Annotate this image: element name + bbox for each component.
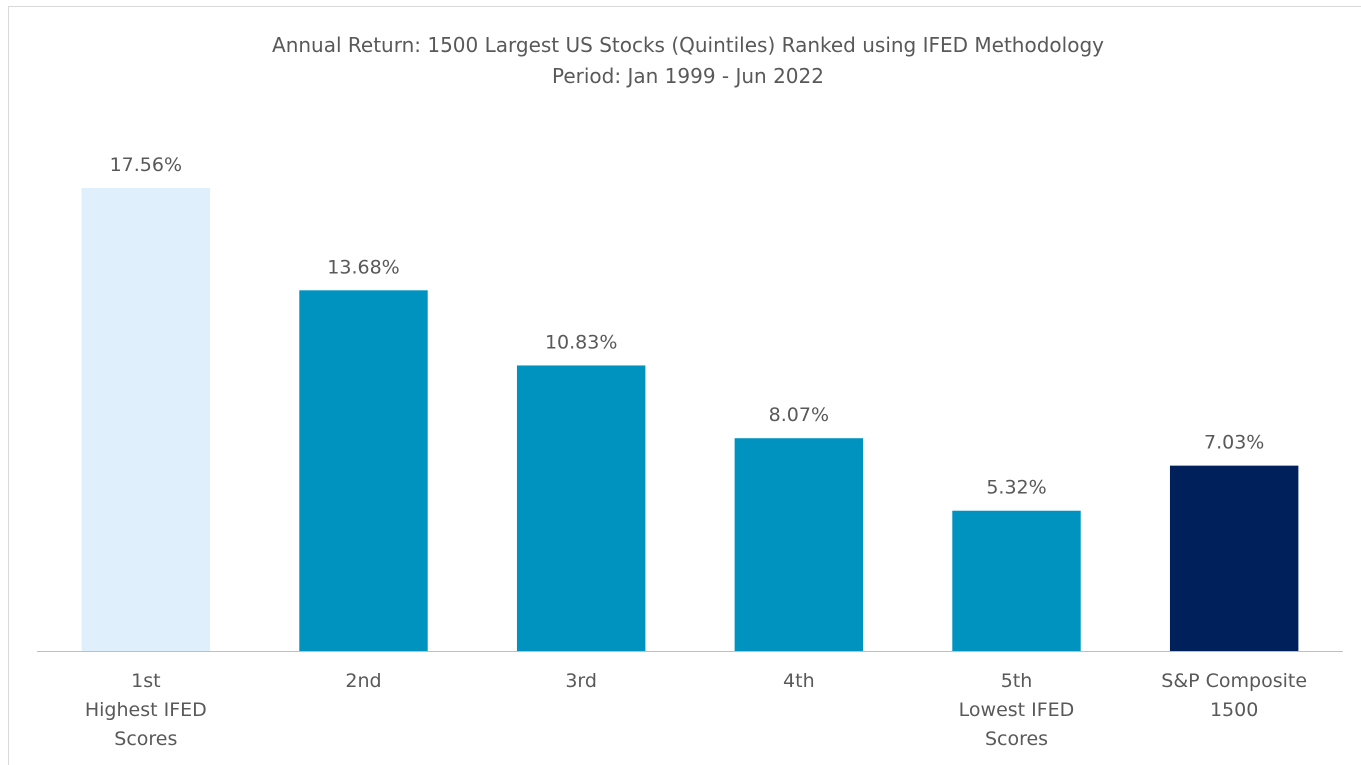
value-label: 13.68% — [327, 256, 399, 278]
bar — [1169, 465, 1299, 651]
value-label: 17.56% — [110, 154, 182, 176]
x-tick-label: 5th Lowest IFED Scores — [958, 670, 1075, 750]
x-tick-label: S&P Composite 1500 — [1161, 670, 1308, 721]
bar — [952, 510, 1081, 651]
x-tick-label: 3rd — [565, 670, 597, 692]
bar — [299, 290, 428, 651]
bar — [734, 438, 864, 651]
chart-border — [8, 6, 1361, 765]
x-tick-label: 1st Highest IFED Scores — [84, 670, 207, 750]
bar — [81, 188, 211, 651]
value-label: 10.83% — [545, 331, 617, 353]
value-label: 5.32% — [986, 477, 1046, 499]
value-label: 8.07% — [769, 404, 829, 426]
bar — [516, 365, 646, 651]
chart-subtitle: Period: Jan 1999 - Jun 2022 — [552, 64, 824, 88]
x-tick-label: 2nd — [345, 670, 382, 692]
chart-title: Annual Return: 1500 Largest US Stocks (Q… — [272, 33, 1104, 57]
value-label: 7.03% — [1204, 432, 1264, 454]
x-tick-label: 4th — [783, 670, 815, 692]
